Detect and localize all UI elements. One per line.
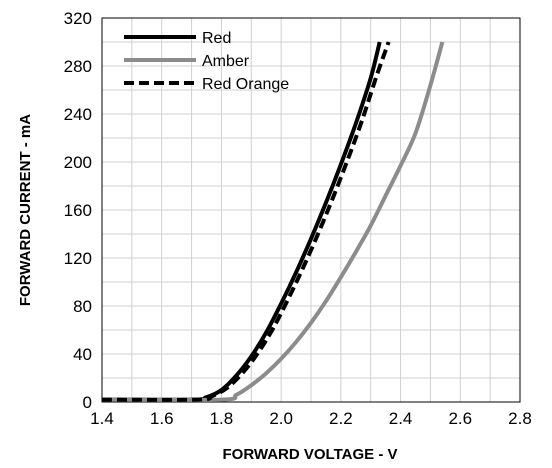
- x-axis-ticks: 1.4 1.6 1.8 2.0 2.2 2.4 2.6 2.8: [90, 409, 532, 428]
- y-axis-title: FORWARD CURRENT - mA: [17, 114, 34, 306]
- x-tick-label: 2.0: [269, 409, 293, 428]
- x-tick-label: 2.6: [448, 409, 472, 428]
- legend-label-amber: Amber: [202, 53, 250, 70]
- y-tick-label: 240: [64, 105, 92, 124]
- x-tick-label: 2.8: [508, 409, 532, 428]
- series-layer: [101, 41, 445, 402]
- legend: Red Amber Red Orange: [124, 30, 289, 93]
- y-tick-label: 160: [64, 201, 92, 220]
- y-tick-label: 80: [73, 297, 92, 316]
- y-tick-label: 320: [64, 9, 92, 28]
- x-tick-label: 2.4: [389, 409, 413, 428]
- y-tick-label: 0: [83, 393, 92, 412]
- series-line-red: [101, 41, 382, 402]
- x-tick-label: 2.2: [329, 409, 353, 428]
- y-tick-label: 280: [64, 57, 92, 76]
- y-axis-ticks: 0 40 80 120 160 200 240 280 320: [64, 9, 92, 412]
- legend-label-red: Red: [202, 30, 231, 47]
- x-tick-label: 1.4: [90, 409, 114, 428]
- series-line-amber: [101, 41, 445, 402]
- x-tick-label: 1.8: [210, 409, 234, 428]
- series-line-red-orange: [101, 41, 391, 402]
- legend-label-red-orange: Red Orange: [202, 76, 289, 93]
- y-tick-label: 200: [64, 153, 92, 172]
- y-tick-label: 40: [73, 345, 92, 364]
- x-axis-title: FORWARD VOLTAGE - V: [223, 446, 398, 463]
- grid-lines: [101, 17, 521, 403]
- x-tick-label: 1.6: [150, 409, 174, 428]
- plot-area-border: [101, 17, 521, 403]
- y-tick-label: 120: [64, 249, 92, 268]
